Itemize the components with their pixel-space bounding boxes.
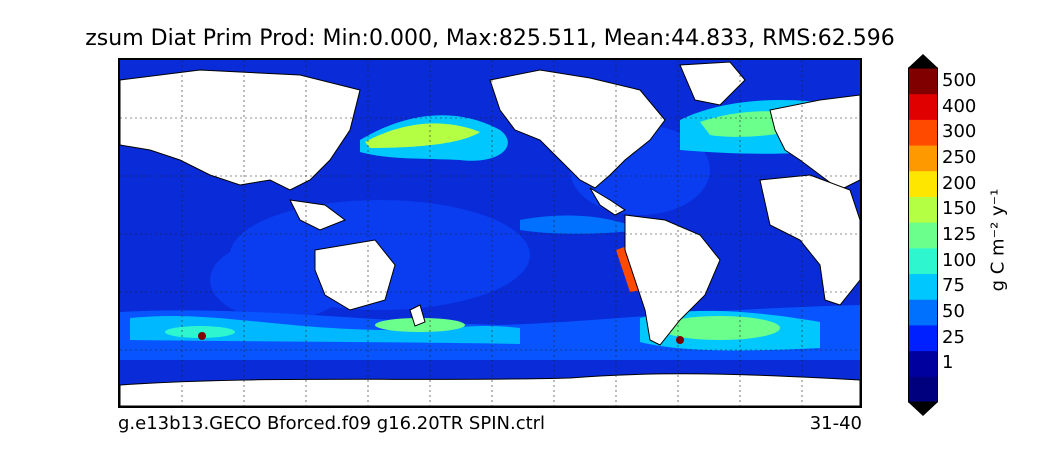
sga-hotspot — [676, 336, 684, 344]
run-name-label: g.e13b13.GECO Bforced.f09 g16.20TR SPIN.… — [118, 413, 546, 434]
land-indonesia — [289, 199, 347, 231]
colorbar-segment — [908, 145, 938, 172]
indian-southern-bloom — [165, 326, 235, 338]
land-north-america — [489, 69, 666, 189]
colorbar-segment — [908, 299, 938, 326]
colorbar-tick-label: 250 — [942, 146, 977, 168]
land-south-america — [624, 214, 721, 346]
colorbar-segment — [908, 247, 938, 275]
land-greenland — [679, 61, 746, 106]
colorbar-tick-label: 300 — [942, 121, 977, 143]
years-label: 31-40 — [809, 413, 862, 434]
north-pacific-bloom — [365, 123, 480, 148]
equatorial-upwelling — [520, 215, 640, 234]
map-graticule — [120, 60, 860, 406]
colorbar-tick-label: 50 — [942, 301, 965, 323]
colorbar-segment — [908, 222, 938, 249]
colorbar-tick-label: 25 — [942, 326, 965, 348]
land-central-america — [589, 187, 626, 216]
kerguelen-hotspot — [198, 332, 206, 340]
colorbar-segment — [908, 350, 938, 377]
colorbar — [908, 54, 938, 416]
colorbar-over-arrow — [908, 54, 938, 68]
land-australia — [314, 239, 396, 311]
ocean-map — [118, 58, 862, 408]
colorbar-segment — [908, 119, 938, 146]
colorbar-units-label: g C m⁻² y⁻¹ — [987, 188, 1009, 292]
colorbar-tick-label: 1 — [942, 352, 954, 374]
colorbar-segment — [908, 324, 938, 352]
land-asia — [120, 69, 361, 191]
colorbar-segment — [908, 93, 938, 120]
land-africa — [759, 174, 860, 306]
colorbar-segment — [908, 68, 938, 95]
colorbar-frame — [908, 67, 938, 403]
colorbar-segment — [908, 170, 938, 197]
colorbar-tick-label: 100 — [942, 249, 977, 271]
plot-title: zsum Diat Prim Prod: Min:0.000, Max:825.… — [85, 26, 895, 51]
colorbar-tick-label: 150 — [942, 198, 977, 220]
southern-ocean-high — [130, 315, 520, 344]
land-antarctica — [120, 373, 860, 406]
southern-bloom — [375, 318, 465, 332]
colorbar-segment — [908, 196, 938, 223]
colorbar-tick-label: 400 — [942, 95, 977, 117]
land-new-zealand — [409, 304, 426, 327]
colorbar-tick-label: 125 — [942, 224, 977, 245]
colorbar-under-arrow — [908, 402, 938, 416]
colorbar-segment — [908, 273, 938, 300]
colorbar-tick-label: 500 — [942, 69, 977, 91]
colorbar-tick-label: 75 — [942, 275, 965, 297]
falklands-bloom — [660, 316, 780, 340]
colorbar-tick-label: 200 — [942, 172, 977, 194]
colorbar-segment — [908, 376, 938, 403]
